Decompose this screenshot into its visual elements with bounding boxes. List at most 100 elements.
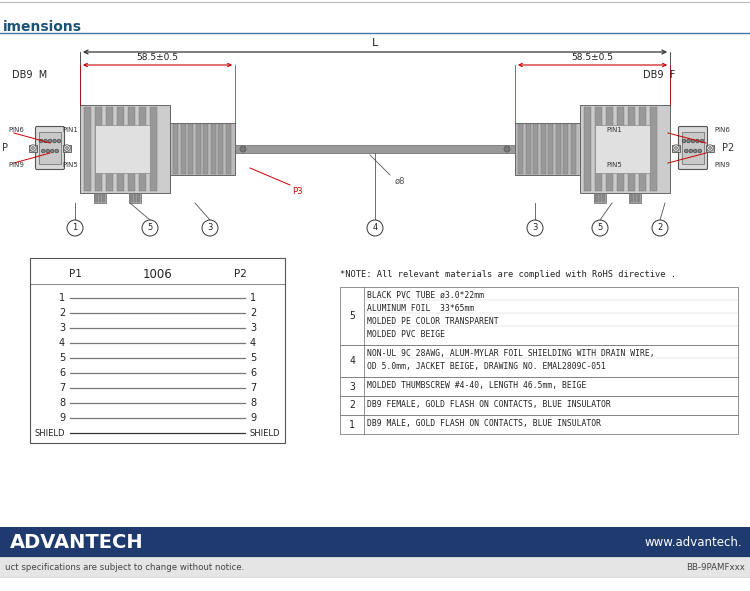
Bar [628, 107, 635, 191]
Text: P1: P1 [68, 269, 82, 279]
Bar [29, 145, 37, 151]
Bar [211, 124, 215, 174]
Bar [533, 124, 538, 174]
Bar [602, 194, 604, 202]
Circle shape [65, 147, 68, 150]
Bar [188, 124, 193, 174]
Bar [594, 193, 606, 203]
Text: imensions: imensions [3, 20, 82, 34]
Text: 9: 9 [58, 413, 65, 423]
Text: 8: 8 [250, 398, 256, 408]
Text: ADVANTECH: ADVANTECH [10, 532, 144, 551]
Bar [102, 194, 104, 202]
Bar [563, 124, 568, 174]
Circle shape [55, 149, 58, 153]
Text: 1: 1 [58, 293, 65, 303]
Bar [129, 193, 141, 203]
Bar [235, 145, 515, 153]
Bar [95, 125, 150, 173]
Text: 5: 5 [147, 223, 153, 232]
Text: P3: P3 [292, 187, 302, 196]
Text: MOLDED PVC BEIGE: MOLDED PVC BEIGE [367, 330, 445, 339]
FancyBboxPatch shape [35, 126, 64, 170]
Text: MOLDED THUMBSCREW #4-40, LENGTH 46.5mm, BEIGE: MOLDED THUMBSCREW #4-40, LENGTH 46.5mm, … [367, 381, 586, 390]
Text: 2: 2 [58, 308, 65, 318]
Text: 58.5±0.5: 58.5±0.5 [572, 53, 614, 62]
Circle shape [527, 220, 543, 236]
Bar [340, 396, 738, 415]
Bar [226, 124, 230, 174]
Bar [634, 194, 636, 202]
Bar [595, 107, 602, 191]
Bar [130, 194, 133, 202]
Text: 3: 3 [349, 382, 355, 391]
Circle shape [685, 149, 688, 153]
Text: P2: P2 [233, 269, 247, 279]
Bar [584, 107, 591, 191]
Bar [541, 124, 545, 174]
Bar [598, 194, 601, 202]
Circle shape [696, 139, 699, 143]
Circle shape [504, 146, 510, 152]
Text: BLACK PVC TUBE ø3.0*22mm: BLACK PVC TUBE ø3.0*22mm [367, 291, 484, 300]
Circle shape [48, 139, 52, 143]
Text: 3: 3 [532, 223, 538, 232]
Text: 4: 4 [349, 356, 355, 366]
Text: NON-UL 9C 28AWG, ALUM-MYLAR FOIL SHIELDING WITH DRAIN WIRE,: NON-UL 9C 28AWG, ALUM-MYLAR FOIL SHIELDI… [367, 349, 655, 358]
Bar [518, 124, 523, 174]
Circle shape [44, 139, 47, 143]
Bar [181, 124, 185, 174]
Bar [98, 194, 101, 202]
Circle shape [240, 146, 246, 152]
Circle shape [367, 220, 383, 236]
Bar [595, 125, 650, 173]
Bar [94, 193, 106, 203]
Text: DB9  F: DB9 F [643, 70, 675, 80]
Bar [340, 415, 738, 434]
Text: 6: 6 [250, 368, 256, 378]
Text: PIN1: PIN1 [62, 127, 78, 133]
Bar [80, 105, 170, 193]
Text: SHIELD: SHIELD [250, 428, 280, 437]
Text: *NOTE: All relevant materials are complied with RoHS directive .: *NOTE: All relevant materials are compli… [340, 270, 676, 279]
Text: 2: 2 [349, 401, 355, 411]
Bar [556, 124, 560, 174]
Bar [637, 194, 640, 202]
Bar [650, 107, 657, 191]
Text: ø8: ø8 [395, 177, 406, 186]
Bar [150, 107, 157, 191]
Bar [0, 527, 750, 557]
Text: 7: 7 [250, 383, 256, 393]
Text: 7: 7 [58, 383, 65, 393]
Text: 5: 5 [597, 223, 603, 232]
Bar [571, 124, 575, 174]
Text: L: L [372, 38, 378, 48]
Text: 6: 6 [58, 368, 65, 378]
Text: MOLDED PE COLOR TRANSPARENT: MOLDED PE COLOR TRANSPARENT [367, 317, 499, 326]
Circle shape [687, 139, 690, 143]
FancyBboxPatch shape [39, 132, 61, 164]
Bar [672, 145, 680, 151]
Text: PIN5: PIN5 [606, 162, 622, 168]
Circle shape [57, 139, 61, 143]
Circle shape [202, 220, 218, 236]
Circle shape [50, 149, 54, 153]
Bar [617, 107, 624, 191]
Text: PIN9: PIN9 [8, 162, 24, 168]
Circle shape [142, 220, 158, 236]
Bar [95, 194, 98, 202]
Circle shape [652, 220, 668, 236]
Text: 2: 2 [250, 308, 256, 318]
Bar [580, 105, 670, 193]
Bar [137, 194, 140, 202]
Bar [95, 107, 102, 191]
Circle shape [694, 149, 697, 153]
Circle shape [30, 145, 36, 151]
Text: 5: 5 [349, 311, 355, 321]
FancyBboxPatch shape [679, 126, 707, 170]
Text: DB9 FEMALE, GOLD FLASH ON CONTACTS, BLUE INSULATOR: DB9 FEMALE, GOLD FLASH ON CONTACTS, BLUE… [367, 400, 610, 409]
Text: 3: 3 [207, 223, 213, 232]
Bar [218, 124, 223, 174]
Bar [630, 194, 632, 202]
Bar [706, 145, 714, 151]
